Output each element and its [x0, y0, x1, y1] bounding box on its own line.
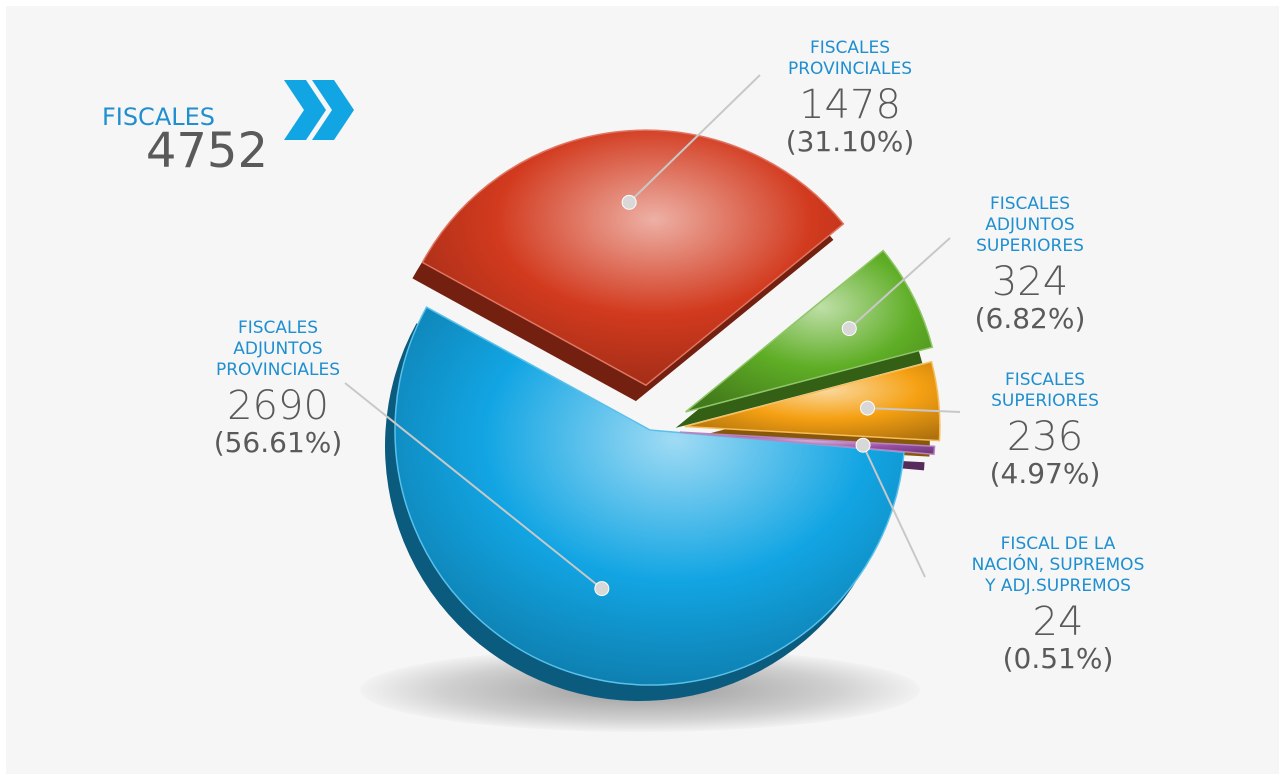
slice — [679, 431, 936, 456]
header-total: 4752 — [146, 123, 268, 179]
category-label: FISCALES — [238, 318, 318, 338]
value-label: 1478 — [799, 82, 901, 128]
percent-label: (0.51%) — [1003, 642, 1114, 675]
slice — [421, 129, 845, 387]
leader-dot — [859, 400, 875, 416]
percent-label: (4.97%) — [990, 457, 1101, 490]
chevron — [284, 80, 326, 140]
percent-label: (56.61%) — [214, 426, 343, 459]
leader-dot — [855, 437, 871, 453]
category-label: FISCALES — [1005, 370, 1085, 390]
category-label: NACIÓN, SUPREMOS — [972, 553, 1145, 575]
percent-label: (6.82%) — [975, 302, 1086, 335]
value-label: 236 — [1007, 414, 1083, 460]
category-label: ADJUNTOS — [233, 339, 322, 359]
percent-label: (31.10%) — [786, 125, 915, 158]
category-label: ADJUNTOS — [985, 215, 1074, 235]
leader-dot — [621, 194, 637, 210]
category-label: FISCAL DE LA — [1001, 534, 1116, 554]
leader-line — [848, 237, 951, 330]
leader-line — [344, 382, 603, 590]
chevron — [312, 80, 354, 140]
category-label: SUPERIORES — [976, 236, 1084, 256]
slice — [685, 249, 934, 413]
category-label: FISCALES — [810, 38, 890, 58]
leader-line — [862, 444, 926, 578]
value-label: 324 — [992, 259, 1068, 305]
value-label: 24 — [1033, 599, 1084, 645]
header-title: FISCALES — [102, 103, 215, 131]
category-label: PROVINCIALES — [216, 360, 340, 380]
category-label: Y ADJ.SUPREMOS — [984, 576, 1131, 596]
category-label: SUPERIORES — [991, 391, 1099, 411]
category-label: FISCALES — [990, 194, 1070, 214]
slice — [684, 360, 941, 442]
value-label: 2690 — [227, 383, 329, 429]
leader-dot — [841, 321, 857, 337]
leader-dot — [594, 581, 610, 597]
category-label: PROVINCIALES — [788, 59, 912, 79]
leader-line — [867, 407, 961, 413]
leader-line — [628, 74, 761, 204]
slice — [394, 306, 905, 686]
